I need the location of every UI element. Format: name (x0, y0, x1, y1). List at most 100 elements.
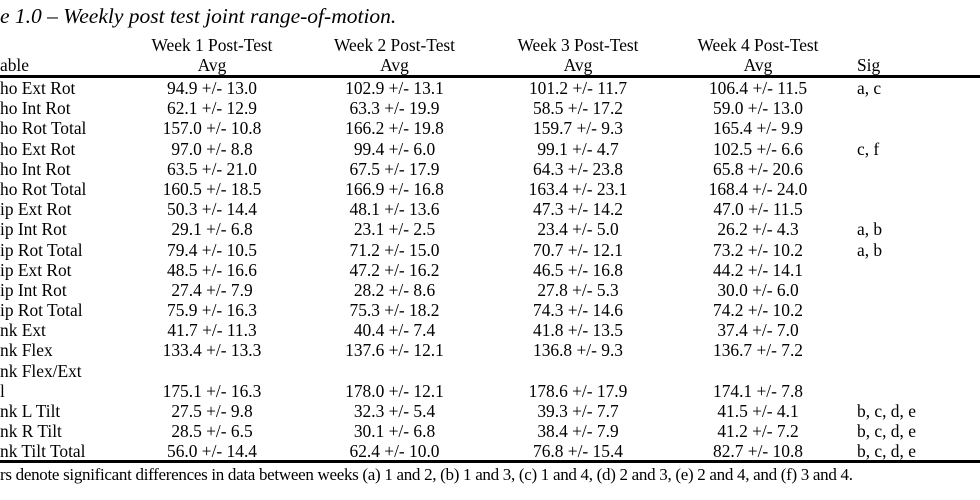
week3-avg-cell: 38.4 +/- 7.9 (537, 421, 619, 442)
variable-column-header: able (0, 55, 29, 76)
week1-avg-cell (122, 361, 302, 381)
week1-avg-cell: 133.4 +/- 13.3 (162, 340, 262, 361)
week1-avg-cell: 41.7 +/- 11.3 (167, 320, 257, 341)
sig-cell (847, 320, 980, 340)
week2-avg-cell: 28.2 +/- 8.6 (353, 279, 436, 300)
week2-avg-cell: 99.4 +/- 6.0 (353, 138, 436, 159)
week1-avg-cell: 157.0 +/- 10.8 (162, 118, 262, 139)
variable-cell: nk R Tilt (0, 421, 62, 442)
week3-avg-cell: 39.3 +/- 7.7 (537, 401, 619, 421)
week3-avg-cell: 27.8 +/- 5.3 (537, 279, 619, 300)
week4-avg-cell: 168.4 +/- 24.0 (708, 178, 808, 199)
sig-cell (847, 260, 980, 280)
week1-avg-cell: 94.9 +/- 13.0 (167, 78, 257, 98)
week2-avg-cell (302, 361, 487, 381)
week3-avg-header: Avg (563, 55, 593, 76)
sig-cell (847, 179, 980, 199)
week2-avg-cell: 23.1 +/- 2.5 (353, 219, 436, 240)
week4-avg-cell: 174.1 +/- 7.8 (713, 380, 803, 401)
week2-avg-header: Avg (380, 55, 409, 76)
footer-rule (0, 460, 980, 463)
table-body: ho Ext Rot 94.9 +/- 13.0 102.9 +/- 13.1 … (0, 78, 980, 462)
sig-column-header: Sig (857, 55, 881, 76)
week2-group-header: Week 2 Post-Test (333, 35, 456, 55)
week3-avg-cell: 46.5 +/- 16.8 (533, 259, 623, 280)
week3-avg-cell: 64.3 +/- 23.8 (533, 158, 623, 179)
week1-avg-cell: 175.1 +/- 16.3 (162, 380, 262, 401)
week3-avg-cell: 47.3 +/- 14.2 (533, 199, 623, 220)
week3-avg-cell: 163.4 +/- 23.1 (528, 178, 628, 199)
sig-cell (847, 361, 980, 381)
week4-avg-cell: 165.4 +/- 9.9 (713, 118, 803, 139)
week2-avg-cell: 63.3 +/- 19.9 (349, 98, 440, 119)
week4-group-header: Week 4 Post-Test (697, 35, 819, 55)
week3-avg-cell: 23.4 +/- 5.0 (537, 219, 619, 240)
week4-avg-cell (669, 361, 847, 381)
variable-cell: ho Ext Rot (0, 78, 76, 98)
week1-avg-cell: 79.4 +/- 10.5 (167, 239, 257, 260)
sig-cell (847, 381, 980, 401)
week3-avg-cell: 159.7 +/- 9.3 (533, 118, 623, 139)
week2-avg-cell: 102.9 +/- 13.1 (345, 78, 444, 98)
week1-avg-cell: 160.5 +/- 18.5 (162, 178, 262, 199)
week1-avg-cell: 56.0 +/- 14.4 (167, 441, 257, 462)
variable-cell: nk Ext (0, 320, 46, 341)
header-rule (0, 75, 980, 78)
week4-avg-cell: 59.0 +/- 13.0 (713, 98, 803, 119)
week1-avg-header: Avg (197, 55, 227, 76)
week4-avg-cell: 82.7 +/- 10.8 (713, 441, 803, 462)
sig-cell: b, c, d, e (857, 441, 916, 462)
variable-cell: ho Ext Rot (0, 138, 76, 159)
week4-avg-cell: 136.7 +/- 7.2 (713, 340, 803, 361)
variable-cell: nk Tilt Total (0, 441, 86, 462)
variable-cell: ho Rot Total (0, 118, 87, 139)
sig-cell (847, 300, 980, 320)
week1-avg-cell: 28.5 +/- 6.5 (171, 421, 253, 442)
table-title: e 1.0 – Weekly post test joint range-of-… (0, 4, 397, 28)
sig-cell: c, f (857, 138, 880, 159)
week2-avg-cell: 75.3 +/- 18.2 (349, 300, 440, 321)
week1-avg-cell: 48.5 +/- 16.6 (167, 259, 257, 280)
week1-avg-cell: 75.9 +/- 16.3 (167, 300, 257, 321)
week1-avg-cell: 63.5 +/- 21.0 (167, 158, 257, 179)
week3-avg-cell: 70.7 +/- 12.1 (533, 239, 623, 260)
week2-avg-cell: 67.5 +/- 17.9 (349, 158, 440, 179)
sig-cell: a, b (857, 239, 883, 260)
variable-cell: ip Int Rot (0, 219, 67, 240)
week1-avg-cell: 97.0 +/- 8.8 (171, 138, 253, 159)
week1-avg-cell: 29.1 +/- 6.8 (171, 219, 253, 240)
sig-cell (847, 159, 980, 179)
sig-cell: b, c, d, e (857, 421, 916, 442)
header-spacer (847, 35, 980, 55)
week2-avg-cell: 71.2 +/- 15.0 (349, 239, 440, 260)
week2-avg-cell: 40.4 +/- 7.4 (353, 320, 436, 341)
week1-avg-cell: 27.4 +/- 7.9 (171, 279, 253, 300)
week2-avg-cell: 137.6 +/- 12.1 (345, 340, 444, 361)
sig-cell: a, c (857, 78, 882, 98)
variable-cell: ho Int Rot (0, 98, 71, 119)
week4-avg-cell: 41.5 +/- 4.1 (717, 401, 799, 421)
week4-avg-cell: 106.4 +/- 11.5 (708, 78, 808, 98)
sig-cell: b, c, d, e (857, 401, 916, 421)
week3-avg-cell (487, 361, 669, 381)
sig-cell (847, 118, 980, 138)
week3-avg-cell: 58.5 +/- 17.2 (533, 98, 623, 119)
week3-avg-cell: 76.8 +/- 15.4 (533, 441, 623, 462)
sig-cell: a, b (857, 219, 883, 240)
week4-avg-cell: 65.8 +/- 20.6 (713, 158, 803, 179)
week2-avg-cell: 166.2 +/- 19.8 (345, 118, 444, 139)
week3-avg-cell: 41.8 +/- 13.5 (533, 320, 623, 341)
week4-avg-cell: 102.5 +/- 6.6 (713, 138, 803, 159)
header-spacer (0, 35, 122, 55)
week2-avg-cell: 62.4 +/- 10.0 (349, 441, 440, 462)
variable-cell: ho Rot Total (0, 178, 87, 199)
week2-avg-cell: 178.0 +/- 12.1 (345, 380, 444, 401)
week3-group-header: Week 3 Post-Test (517, 35, 639, 55)
week2-avg-cell: 48.1 +/- 13.6 (349, 199, 440, 220)
variable-cell: ip Rot Total (0, 239, 83, 260)
week4-avg-header: Avg (743, 55, 773, 76)
week4-avg-cell: 44.2 +/- 14.1 (713, 259, 803, 280)
significance-footnote: rs denote significant differences in dat… (0, 465, 853, 484)
week1-avg-cell: 50.3 +/- 14.4 (167, 199, 257, 220)
